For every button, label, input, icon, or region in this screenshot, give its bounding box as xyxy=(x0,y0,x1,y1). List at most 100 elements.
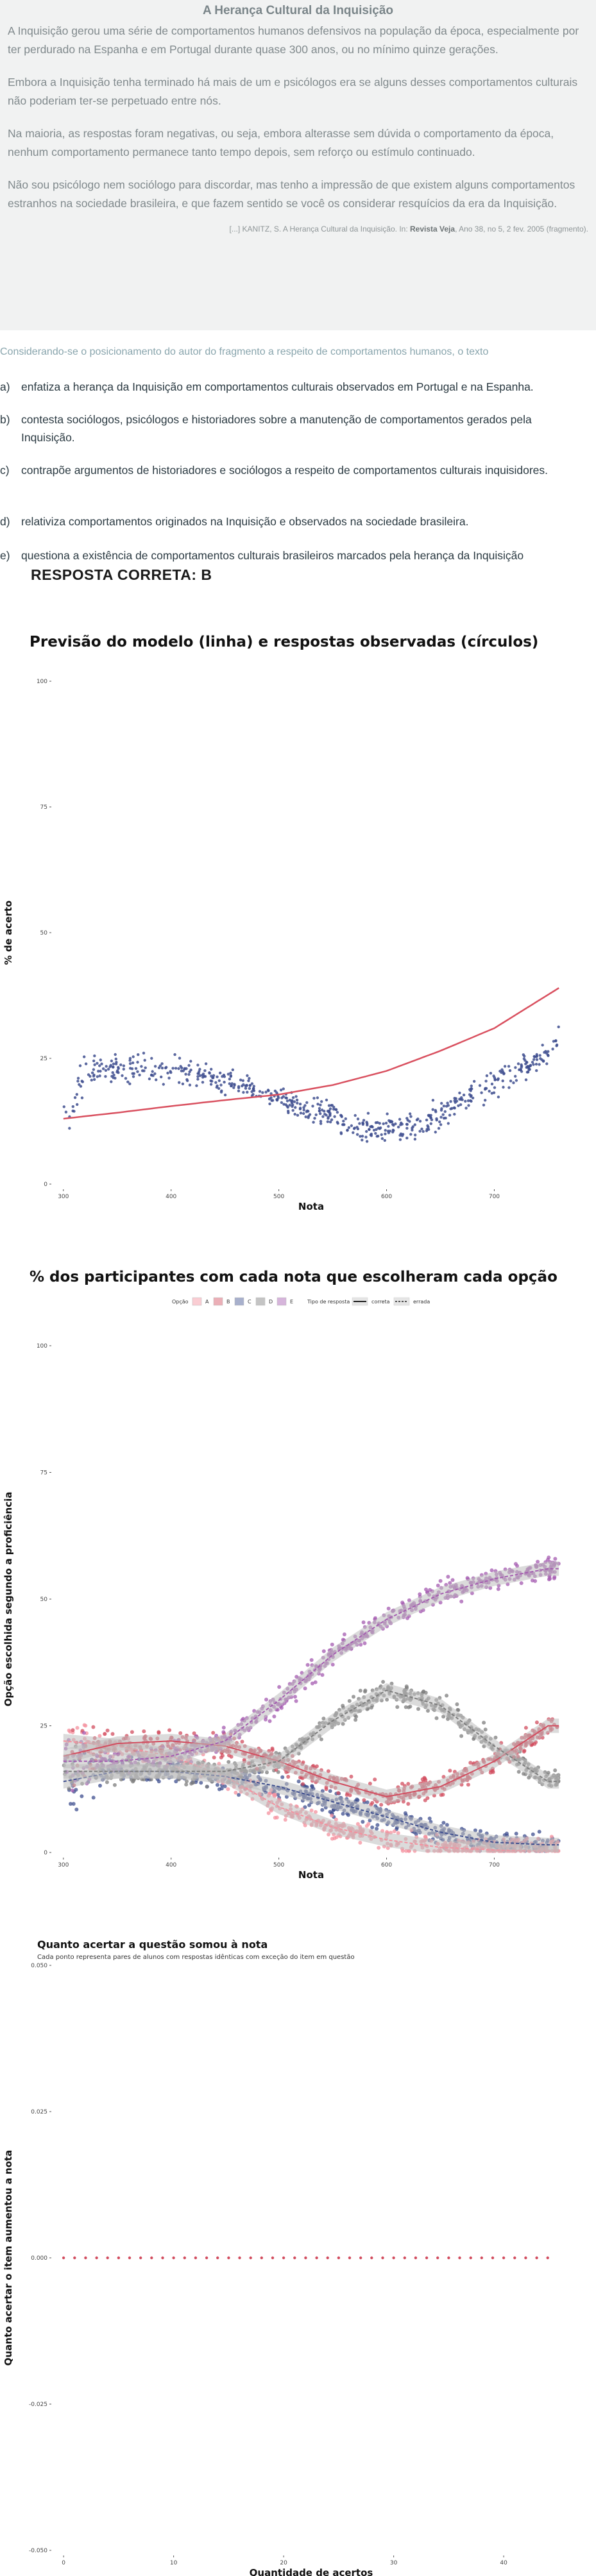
option-a-point xyxy=(355,1822,360,1826)
observed-point xyxy=(453,1097,456,1100)
option-a-point xyxy=(226,1787,230,1792)
option-c-point xyxy=(98,1783,102,1788)
observed-point xyxy=(132,1055,135,1058)
option-d-point xyxy=(321,1716,326,1721)
observed-point xyxy=(535,1069,538,1072)
passage-source: [...] KANITZ, S. A Herança Cultural da I… xyxy=(8,225,588,233)
passage-paragraph: Não sou psicólogo nem sociólogo para dis… xyxy=(8,178,575,210)
observed-point xyxy=(484,1087,487,1090)
observed-point xyxy=(209,1083,213,1086)
observed-point xyxy=(247,1079,250,1083)
alternative-e[interactable]: e) questiona a existência de comportament… xyxy=(0,547,587,564)
option-c-point xyxy=(80,1794,84,1799)
observed-point xyxy=(318,1109,321,1113)
observed-point xyxy=(557,1025,560,1029)
gain-point xyxy=(469,2256,472,2260)
passage-paragraph: Embora a Inquisição tenha terminado há m… xyxy=(8,76,578,107)
observed-point xyxy=(455,1099,459,1103)
observed-point xyxy=(380,1133,383,1137)
observed-point xyxy=(233,1083,236,1086)
observed-point xyxy=(538,1063,541,1066)
observed-point xyxy=(405,1126,409,1130)
observed-point xyxy=(178,1081,181,1084)
observed-point xyxy=(216,1075,219,1078)
observed-point xyxy=(295,1098,299,1102)
observed-point xyxy=(470,1084,473,1088)
option-c-point xyxy=(365,1800,370,1804)
observed-point xyxy=(302,1106,305,1109)
observed-point xyxy=(399,1132,403,1135)
chart-model-vs-observed: 0 25 50 75 100 300 400 500 600 700 Nota % de acerto xyxy=(3,679,560,1212)
observed-point xyxy=(493,1086,497,1089)
observed-point xyxy=(527,1068,531,1071)
y-tick-label: -0.050 xyxy=(29,2548,47,2554)
observed-point xyxy=(376,1121,379,1124)
option-c-point xyxy=(237,1793,241,1797)
observed-point xyxy=(520,1066,523,1069)
observed-point xyxy=(217,1087,221,1090)
observed-point xyxy=(303,1104,307,1107)
alternative-letter: e) xyxy=(0,549,10,562)
option-c-point xyxy=(361,1820,365,1824)
option-b-point xyxy=(192,1731,196,1736)
observed-point xyxy=(308,1113,312,1116)
observed-point xyxy=(157,1066,161,1069)
y-tick-label: 100 xyxy=(37,1343,47,1350)
observed-point xyxy=(83,1055,86,1058)
gain-point xyxy=(139,2256,142,2260)
x-tick-label: 10 xyxy=(170,2560,178,2566)
observed-point xyxy=(96,1075,99,1078)
option-b-point xyxy=(368,1781,372,1786)
observed-point xyxy=(223,1080,226,1084)
observed-point xyxy=(382,1122,385,1126)
observed-point xyxy=(136,1060,139,1064)
observed-point xyxy=(325,1098,328,1102)
observed-point xyxy=(223,1093,227,1097)
observed-point xyxy=(446,1101,449,1105)
observed-point xyxy=(344,1117,347,1121)
option-e-point xyxy=(320,1673,325,1677)
option-c-point xyxy=(303,1805,307,1809)
observed-point xyxy=(126,1080,130,1083)
y-tick-label: 0.000 xyxy=(31,2255,47,2262)
option-e-point xyxy=(330,1663,335,1667)
gain-point xyxy=(381,2256,384,2260)
alternative-d[interactable]: d) relativiza comportamentos originados n… xyxy=(0,513,587,530)
observed-point xyxy=(250,1090,253,1094)
y-tick-label: 0.050 xyxy=(31,1963,47,1969)
observed-point xyxy=(132,1072,135,1075)
option-d-point xyxy=(105,1780,109,1784)
observed-point xyxy=(165,1065,168,1069)
legend-label-e: E xyxy=(290,1299,293,1305)
observed-point xyxy=(408,1112,412,1115)
observed-point xyxy=(534,1062,538,1066)
option-c-point xyxy=(91,1795,96,1800)
legend-type-title: Tipo de resposta xyxy=(307,1299,350,1305)
observed-point xyxy=(311,1105,314,1108)
observed-point xyxy=(327,1109,331,1112)
alternative-c[interactable]: c) contrapõe argumentos de historiadores … xyxy=(0,461,587,479)
alternative-b[interactable]: b) contesta sociólogos, psicólogos e hist… xyxy=(0,411,587,446)
option-c-point xyxy=(144,1777,149,1782)
option-b-point xyxy=(167,1728,172,1733)
observed-point xyxy=(293,1112,296,1116)
observed-point xyxy=(261,1091,264,1094)
observed-point xyxy=(438,1120,441,1124)
option-a-point xyxy=(404,1849,409,1853)
option-b-point xyxy=(524,1725,528,1730)
observed-point xyxy=(374,1131,377,1135)
option-d-point xyxy=(493,1735,498,1740)
option-a-point xyxy=(377,1845,381,1850)
alternative-a[interactable]: a) enfatiza a herança da Inquisição em co… xyxy=(0,378,587,396)
observed-point xyxy=(153,1072,157,1076)
observed-point xyxy=(318,1106,321,1110)
observed-point xyxy=(508,1069,512,1072)
option-b-point xyxy=(406,1802,411,1806)
observed-point xyxy=(459,1097,463,1101)
observed-point xyxy=(237,1089,241,1092)
option-e-point xyxy=(309,1658,314,1662)
gain-point xyxy=(73,2256,76,2260)
observed-point xyxy=(352,1127,356,1130)
observed-point xyxy=(480,1091,483,1094)
y-tick-label: 25 xyxy=(40,1724,47,1730)
